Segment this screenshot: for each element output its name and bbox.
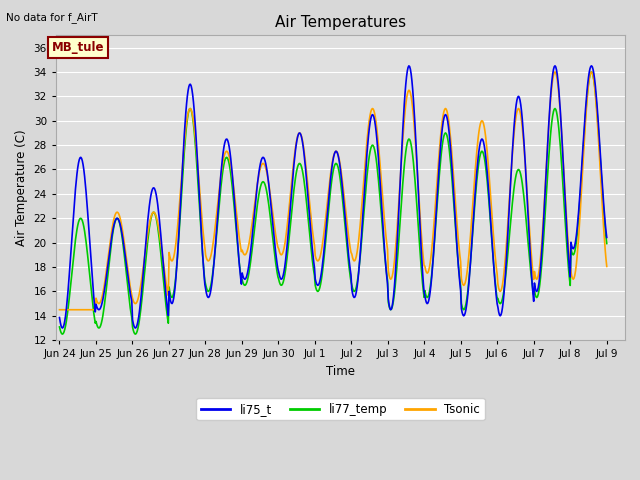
X-axis label: Time: Time (326, 365, 355, 378)
Text: MB_tule: MB_tule (51, 41, 104, 54)
Text: No data for f_AirT: No data for f_AirT (6, 12, 98, 23)
Y-axis label: Air Temperature (C): Air Temperature (C) (15, 130, 28, 246)
Title: Air Temperatures: Air Temperatures (275, 15, 406, 30)
Legend: li75_t, li77_temp, Tsonic: li75_t, li77_temp, Tsonic (196, 398, 484, 420)
